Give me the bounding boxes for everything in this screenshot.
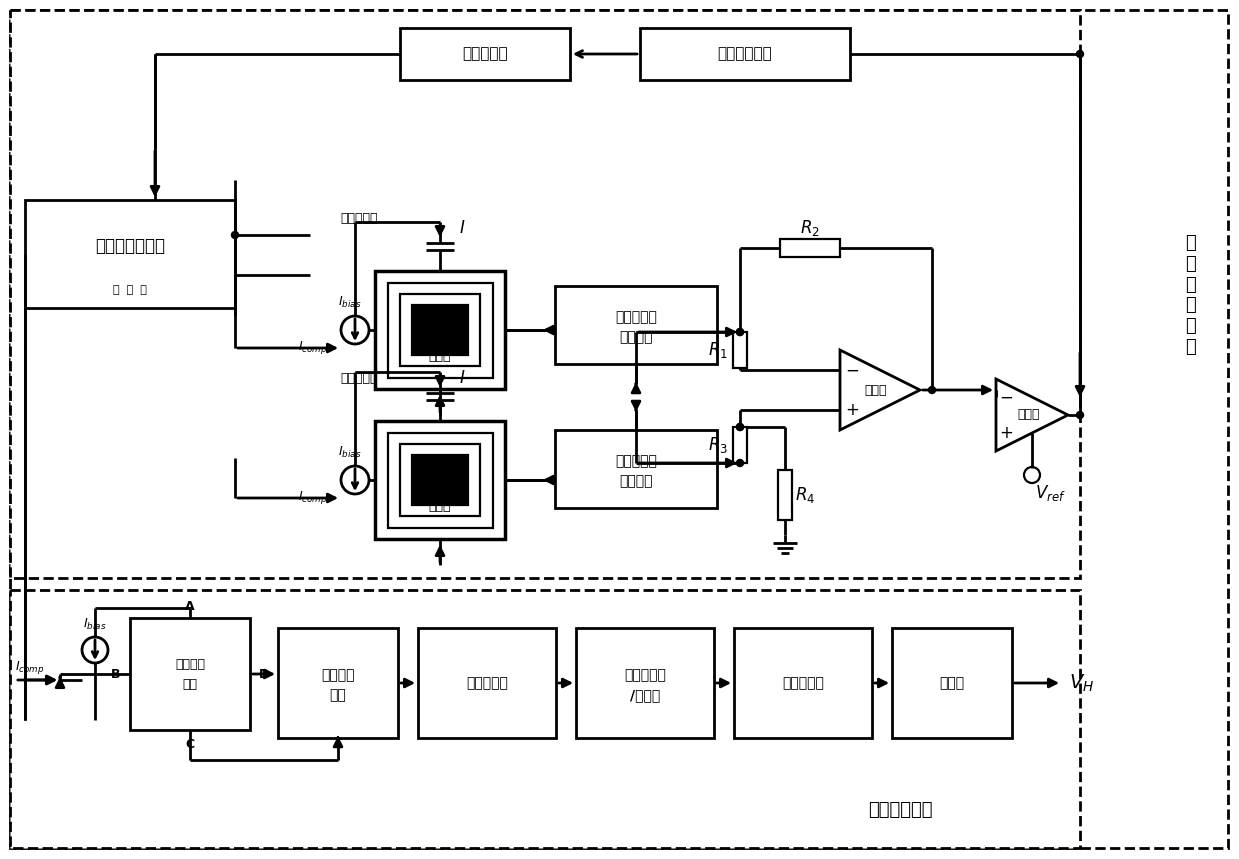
Text: $R_4$: $R_4$ <box>795 485 815 505</box>
Bar <box>555 286 717 364</box>
Text: /保持器: /保持器 <box>629 688 660 702</box>
Text: $R_2$: $R_2$ <box>800 218 820 238</box>
Text: $I_{comp}$: $I_{comp}$ <box>299 339 328 356</box>
Circle shape <box>1077 411 1083 418</box>
Text: 电压转电流电路: 电压转电流电路 <box>95 237 165 255</box>
Circle shape <box>736 328 743 336</box>
Text: C: C <box>186 738 195 751</box>
Text: 放大器: 放大器 <box>865 383 887 397</box>
Text: 电路: 电路 <box>330 688 347 702</box>
Bar <box>555 430 717 508</box>
Text: $I$: $I$ <box>458 219 465 237</box>
Text: 工作霍尔: 工作霍尔 <box>175 657 204 671</box>
Bar <box>375 271 506 389</box>
Bar <box>733 427 747 463</box>
Text: 比较器: 比较器 <box>1017 409 1040 422</box>
Text: 温
漂
补
偿
电
路: 温 漂 补 偿 电 路 <box>1184 234 1196 356</box>
Text: $I$: $I$ <box>458 369 465 387</box>
Bar <box>400 444 479 516</box>
Bar <box>892 628 1012 738</box>
Text: $I_{comp}$: $I_{comp}$ <box>15 660 45 677</box>
Circle shape <box>1077 51 1083 58</box>
Bar <box>10 590 1080 848</box>
Text: 低通滤波器: 低通滤波器 <box>782 676 824 690</box>
Bar <box>413 305 468 355</box>
Bar <box>413 455 468 505</box>
Text: D: D <box>259 667 269 680</box>
Circle shape <box>232 231 238 239</box>
Circle shape <box>736 328 743 336</box>
Text: 集成线圈二: 集成线圈二 <box>339 371 378 385</box>
Text: $I_{bias}$: $I_{bias}$ <box>83 617 107 631</box>
Text: 失调电压消: 失调电压消 <box>615 454 657 468</box>
Text: 除电路一: 除电路一 <box>620 330 653 344</box>
Text: 除电路二: 除电路二 <box>620 474 653 488</box>
Bar <box>576 628 714 738</box>
Bar <box>388 283 493 378</box>
Bar <box>733 628 872 738</box>
Text: 相关双采样: 相关双采样 <box>624 668 665 682</box>
Circle shape <box>928 387 935 393</box>
Bar <box>400 294 479 366</box>
Text: $-$: $-$ <box>845 361 859 379</box>
Bar <box>400 28 570 80</box>
Bar <box>25 200 235 308</box>
Bar <box>278 628 398 738</box>
Bar <box>778 470 792 520</box>
Text: 电流旋转: 电流旋转 <box>321 668 354 682</box>
Text: $+$: $+$ <box>845 401 859 419</box>
Text: $V_H$: $V_H$ <box>1069 673 1094 694</box>
Bar <box>130 618 250 730</box>
Bar <box>781 239 840 257</box>
Text: 数字校准电路: 数字校准电路 <box>717 46 772 62</box>
Text: 缓冲器: 缓冲器 <box>939 676 965 690</box>
Text: A: A <box>185 600 195 612</box>
Text: $I_{bias}$: $I_{bias}$ <box>338 444 362 460</box>
Circle shape <box>736 460 743 466</box>
Text: 仪表放大器: 仪表放大器 <box>466 676 508 690</box>
Bar <box>733 332 747 368</box>
Text: 器件一: 器件一 <box>429 350 451 362</box>
Text: $I_{comp}$: $I_{comp}$ <box>299 490 328 507</box>
Text: $R_3$: $R_3$ <box>707 435 729 455</box>
Circle shape <box>736 423 743 430</box>
Bar <box>375 421 506 539</box>
Text: $R_1$: $R_1$ <box>707 340 729 360</box>
Text: 磁场探测电路: 磁场探测电路 <box>867 801 932 819</box>
Text: $I_{bias}$: $I_{bias}$ <box>338 295 362 309</box>
Bar <box>10 10 1080 578</box>
Text: 交准霍尔: 交准霍尔 <box>425 482 455 495</box>
Bar <box>641 28 850 80</box>
Text: $+$: $+$ <box>999 424 1014 442</box>
Text: 失调电压消: 失调电压消 <box>615 310 657 324</box>
Text: 集成线圈一: 集成线圈一 <box>339 211 378 224</box>
Text: $-$: $-$ <box>999 388 1014 406</box>
Circle shape <box>736 423 743 430</box>
Text: ＝  ＝  ＝: ＝ ＝ ＝ <box>113 285 147 295</box>
Text: 器件: 器件 <box>182 678 197 691</box>
Bar <box>388 433 493 528</box>
Text: B: B <box>112 667 120 680</box>
Text: 交准霍尔: 交准霍尔 <box>425 332 455 344</box>
Bar <box>418 628 556 738</box>
Text: 器件二: 器件二 <box>429 499 451 513</box>
Text: $V_{ref}$: $V_{ref}$ <box>1035 483 1066 503</box>
Text: 数模转换器: 数模转换器 <box>462 46 508 62</box>
